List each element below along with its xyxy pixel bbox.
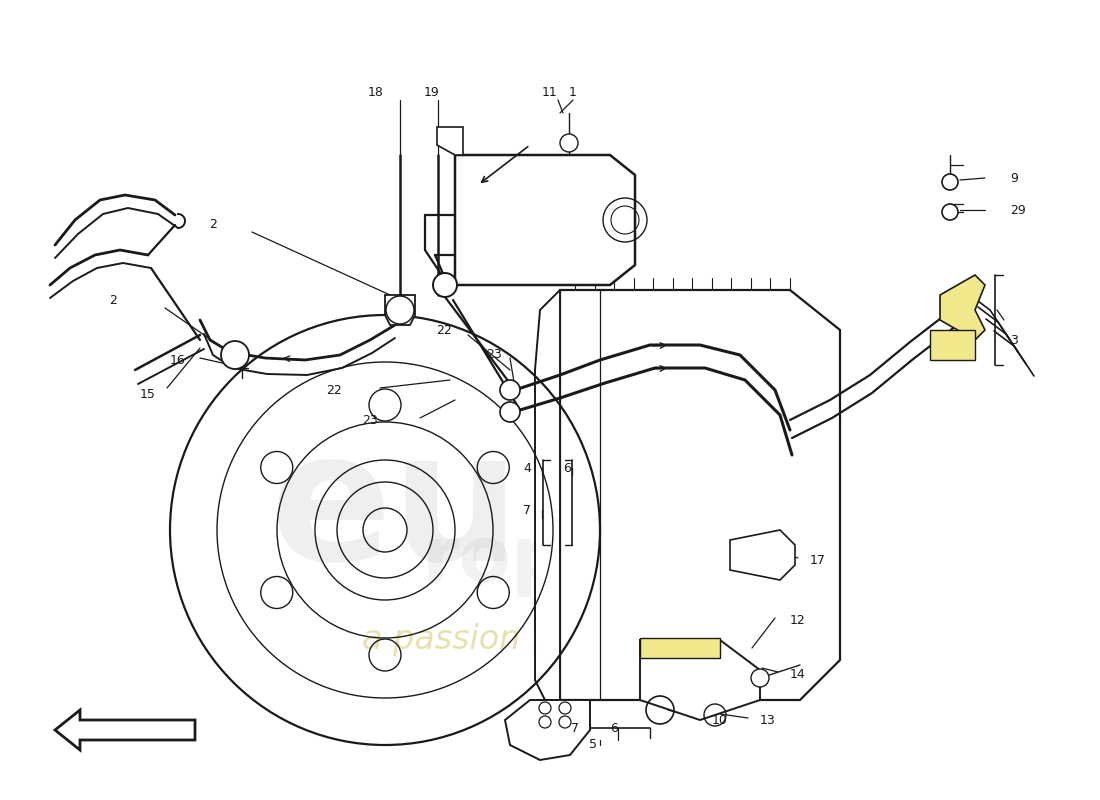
Polygon shape [930,330,975,360]
Circle shape [433,273,456,297]
Text: 13: 13 [760,714,775,726]
Text: 6: 6 [610,722,618,734]
Text: 185: 185 [754,396,846,444]
Text: 12: 12 [790,614,805,626]
Text: 22: 22 [326,383,342,397]
Circle shape [751,669,769,687]
Text: 19: 19 [425,86,440,98]
Text: 15: 15 [140,389,156,402]
Text: 14: 14 [790,669,805,682]
Polygon shape [535,290,560,700]
Text: 5: 5 [588,738,597,751]
Circle shape [500,380,520,400]
Circle shape [560,134,578,152]
Text: 23: 23 [486,349,502,362]
Text: 17: 17 [810,554,826,566]
Text: 3: 3 [1010,334,1018,346]
Text: 29: 29 [1010,203,1025,217]
Polygon shape [730,530,795,580]
Text: a passion for cars: a passion for cars [362,623,658,657]
Polygon shape [385,295,415,325]
Text: 16: 16 [170,354,186,366]
Text: 10: 10 [712,714,728,726]
Polygon shape [640,638,720,658]
Text: roparts: roparts [422,523,738,597]
Polygon shape [640,640,760,720]
Text: 4: 4 [524,462,531,474]
Text: 22: 22 [436,323,452,337]
Polygon shape [455,155,635,285]
Text: 2: 2 [209,218,217,231]
Text: 18: 18 [368,86,384,98]
Text: eu: eu [270,422,520,598]
Polygon shape [437,127,463,155]
Text: 7: 7 [522,503,531,517]
Text: 9: 9 [1010,171,1018,185]
Text: 1: 1 [569,86,576,98]
Text: 7: 7 [571,722,579,734]
Text: 11: 11 [542,86,558,98]
Circle shape [942,204,958,220]
Circle shape [500,402,520,422]
Text: 23: 23 [362,414,378,426]
Text: 2: 2 [109,294,117,306]
Polygon shape [560,290,840,700]
Text: 6: 6 [563,462,571,474]
Polygon shape [505,700,590,760]
Polygon shape [55,710,195,750]
Polygon shape [940,275,984,340]
Circle shape [942,174,958,190]
Circle shape [221,341,249,369]
